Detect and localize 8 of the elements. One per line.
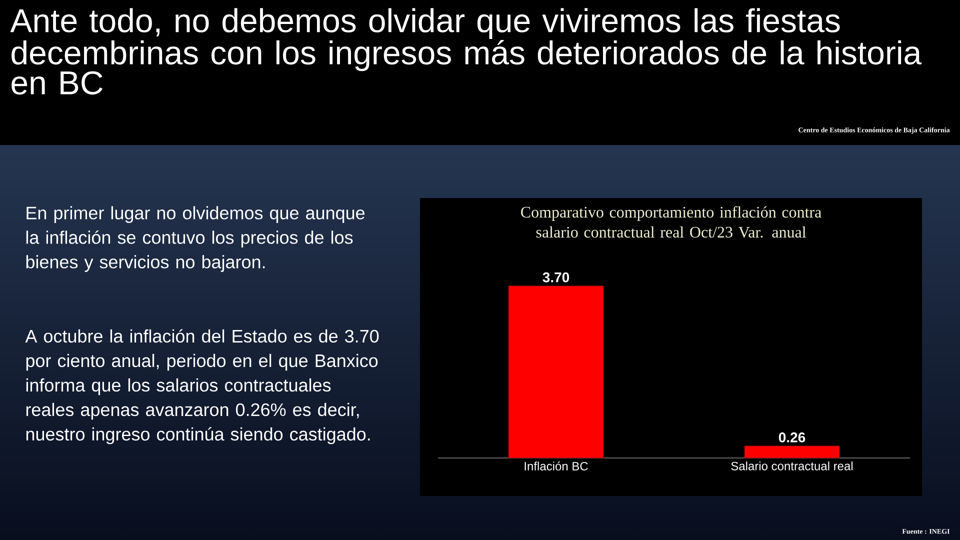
data-label: 3.70 <box>542 272 570 282</box>
text: Ante todo, no debemos olvidar que viviremos las fiestas decembrinas con los ingresos más deteriorados de la historia en BC <box>10 8 922 95</box>
x-tick-label: Inflación BC <box>524 462 588 470</box>
x-tick-label: Salario contractual real <box>731 462 853 470</box>
text: En primer lugar no olvidemos que aunque la inflación se contuvo los precios de los bienes y servicios no bajaron. <box>26 206 365 272</box>
text: A octubre la inflación del Estado es de 3.70 por ciento anual, periodo en el que Banxico informa que los salarios contractuales reales apenas avanzaron 0.26% es decir, nuestro ingreso continúa siendo castigado. <box>25 329 379 444</box>
data-label: 0.26 <box>778 432 806 442</box>
chart-title: Comparativo comportamiento inflación contra salario contractual real Oct/23 Var. anual <box>521 206 822 238</box>
